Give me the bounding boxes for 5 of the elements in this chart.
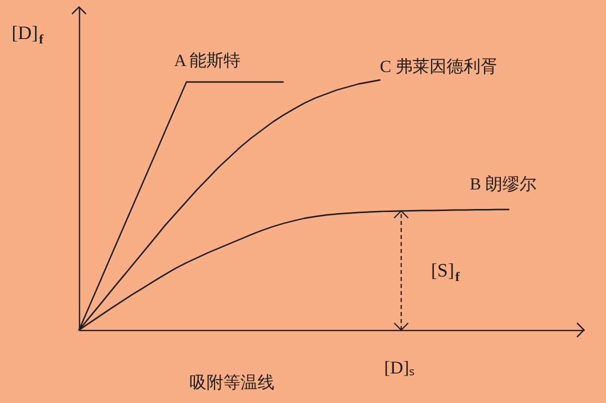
series-label: C 弗莱因德利胥	[380, 57, 498, 76]
text: 吸附等温线	[190, 373, 275, 392]
series-label: B 朗缪尔	[470, 174, 536, 194]
x-axis-title: [D]ₛ	[384, 358, 416, 378]
series-label: A 能斯特	[174, 51, 241, 70]
